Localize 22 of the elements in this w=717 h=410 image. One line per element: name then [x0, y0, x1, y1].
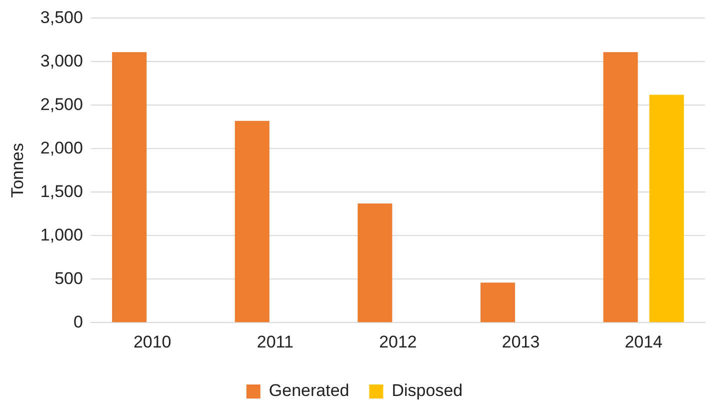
x-tick-label: 2011 — [256, 332, 294, 352]
bar — [234, 120, 270, 322]
bar — [358, 203, 392, 322]
legend-label: Generated — [268, 381, 350, 400]
y-tick-label: 1,500 — [40, 182, 83, 201]
x-tick-label: 2010 — [133, 332, 172, 352]
y-tick-label: 2,000 — [40, 138, 83, 158]
x-tick-label: 2014 — [624, 332, 663, 352]
y-tick-label: 2,500 — [40, 94, 83, 114]
bar — [603, 52, 638, 322]
bar — [112, 52, 147, 322]
bar — [480, 282, 516, 322]
x-tick-label: 2013 — [502, 332, 540, 352]
x-tick-label: 2012 — [379, 332, 417, 352]
y-tick-label: 1,000 — [40, 225, 83, 244]
legend-label: Disposed — [392, 381, 463, 400]
y-tick-label: 3,500 — [40, 8, 83, 27]
y-tick-label: 0 — [73, 312, 83, 332]
bar — [649, 94, 684, 322]
y-tick-label: 3,000 — [40, 51, 83, 70]
y-axis-title: Tonnes — [8, 142, 27, 198]
y-tick-label: 500 — [54, 268, 83, 288]
